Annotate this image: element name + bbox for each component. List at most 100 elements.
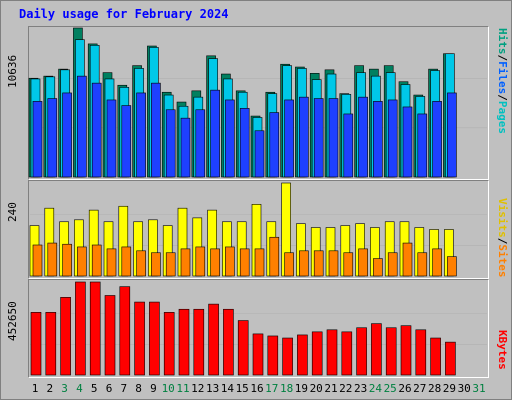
x-tick-label: 15 [235,382,249,395]
kbytes-bar-kbytes [385,327,397,376]
x-tick-label: 3 [61,382,68,395]
x-tick-label: 4 [76,382,83,395]
hits-files-pages-bar-pages [402,106,413,178]
x-tick-label: 18 [279,382,294,395]
hits-files-pages-bar-pages [151,82,161,178]
x-tick-label: 23 [353,382,368,395]
hits-files-pages-bar-pages [373,101,383,178]
x-tick-label: 11 [176,382,190,395]
hits-files-pages-bar-pages [180,117,191,178]
visits-sites-bar-sites [387,252,398,277]
visits-sites-bar-sites [299,250,309,277]
hits-files-pages-bar-pages [269,112,280,178]
x-tick-label: 2 [46,382,54,395]
visits-sites-bar-sites [91,244,102,277]
kbytes-bar-kbytes [104,295,116,376]
kbytes-bar-kbytes [45,312,57,376]
x-tick-label: 13 [205,382,220,395]
hits-files-pages-bar-pages [343,113,354,178]
chart-title: Daily usage for February 2024 [19,7,229,21]
x-tick-label: 16 [250,382,264,395]
hits-files-pages-bar-pages [225,99,235,178]
hits-files-pages-bar-pages [387,99,398,178]
kbytes-bar-kbytes [282,337,293,376]
kbytes-bar-kbytes [208,303,219,376]
kbytes-bar-kbytes [163,312,175,376]
visits-sites-bar-sites [254,248,265,277]
kbytes-bar-kbytes [371,323,382,376]
visits-sites-bar-sites [328,250,339,277]
hits-legend: Hits/Files/Pages [493,28,509,134]
hits-files-pages-bar-pages [62,92,72,178]
hits-files-pages-bar-pages [32,101,43,178]
hits-files-pages-bar-pages [91,82,102,178]
hits-files-pages-bar-pages [106,99,117,178]
hits-files-pages-bar-pages [313,98,324,178]
x-tick-label: 24 [368,382,383,395]
hits-files-pages-bar-pages [284,99,294,178]
visits-sites-bar-sites [121,246,132,277]
legend-files: Files [496,61,509,95]
legend-sep-2: / [496,94,509,101]
kbytes-legend: KBytes [493,330,509,370]
visits-sites-bar-sites [151,252,161,277]
visits-sites-bar-sites [180,248,191,277]
hits-files-pages-bar-pages [195,109,206,178]
kbytes-bar-kbytes [60,297,71,376]
x-tick-label: 20 [309,382,323,395]
kbytes-bar-kbytes [75,281,86,376]
kbytes-bar-kbytes [223,308,234,376]
hits-files-pages-bar-pages [432,101,442,178]
visits-sites-bar-sites [269,236,280,277]
visits-sites-bar-sites [417,252,428,277]
x-tick-label: 14 [220,382,235,395]
legend-sites: Sites [496,244,509,278]
x-tick-label: 9 [150,382,157,395]
x-tick-label: 7 [120,382,128,395]
visits-sites-bar-sites [343,252,354,277]
kbytes-bar-kbytes [297,334,308,376]
visits-sites-bar-sites [373,258,383,277]
visits-sites-bar-sites [313,250,324,277]
visits-sites-bar-sites [136,250,146,277]
kbytes-bar-kbytes [134,301,145,376]
kbytes-bar-kbytes [326,329,338,376]
legend-hits: Hits [496,28,509,55]
x-tick-label: 5 [90,382,98,395]
x-tick-label: 31 [472,382,486,395]
kbytes-bar-kbytes [267,335,279,376]
legend-kbytes: KBytes [496,330,509,370]
visits-sites-bar-sites [225,246,235,277]
x-tick-label: 8 [135,382,142,395]
kbytes-bar-kbytes [445,341,456,376]
hits-files-pages-bar-pages [136,92,146,178]
hits-files-pages-bar-pages [239,108,250,178]
x-tick-label: 22 [339,382,353,395]
kbytes-bar-kbytes [311,331,323,376]
visits-sites-bar-sites [165,252,176,277]
kbytes-bar-kbytes [252,333,264,376]
hits-files-pages-bar-pages [47,98,58,178]
visits-sites-bar-sites [32,244,43,277]
x-tick-label: 12 [191,382,205,395]
hits-files-pages-bar-pages [299,96,309,178]
hits-files-pages-bar-pages [210,89,220,178]
visits-sites-bar-sites [62,243,72,277]
x-tick-label: 26 [398,382,412,395]
kbytes-bar-kbytes [415,329,427,376]
x-tick-label: 21 [324,382,338,395]
visits-legend: Visits/Sites [493,198,509,278]
visits-sites-bar-sites [195,246,206,277]
visits-sites-bar-sites [402,242,413,277]
hits-files-pages-bar-pages [447,92,457,178]
kbytes-bar-kbytes [89,281,101,376]
visits-sites-bar-sites [358,248,368,277]
x-tick-label: 25 [383,382,397,395]
x-tick-label: 19 [294,382,309,395]
legend-sep-3: / [496,237,509,245]
visits-sites-bar-sites [47,242,58,277]
kbytes-bar-kbytes [178,308,190,376]
visits-sites-bar-sites [210,248,220,277]
visits-sites-bar-sites [106,248,117,277]
